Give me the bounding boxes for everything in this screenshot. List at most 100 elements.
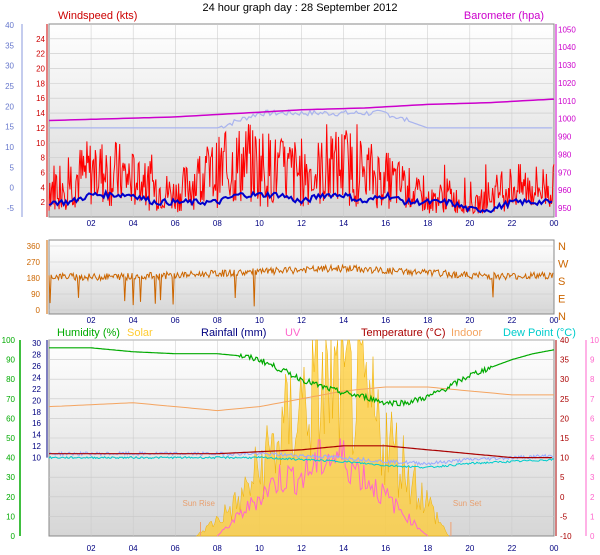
hour-tick-label: 00 (550, 219, 559, 228)
humidity-tick: 80 (6, 375, 15, 384)
direction-tick: 90 (31, 290, 40, 299)
outer-scale-tick: -5 (7, 204, 15, 213)
rainfall-tick: 16 (32, 419, 41, 428)
uv-tick: 3 (590, 473, 595, 482)
hour-tick-label: 20 (465, 219, 474, 228)
windspeed-tick: 8 (41, 154, 46, 163)
hour-tick-label: 18 (423, 316, 432, 325)
hour-tick-label: 00 (550, 544, 559, 553)
rainfall-tick: 22 (32, 385, 41, 394)
uv-tick: 10 (590, 336, 599, 345)
hour-tick-label: 04 (129, 219, 138, 228)
hour-tick-label: 04 (129, 544, 138, 553)
rainfall-tick: 14 (32, 431, 41, 440)
hour-tick-label: 10 (255, 316, 264, 325)
hour-tick-label: 16 (381, 219, 390, 228)
uv-line (216, 438, 429, 537)
barometer-tick: 970 (558, 168, 572, 177)
temperature-tick: 15 (560, 434, 569, 443)
rainfall-tick: 26 (32, 362, 41, 371)
hour-tick-label: 14 (339, 219, 348, 228)
wind-series (48, 98, 555, 215)
barometer-tick: 960 (558, 186, 572, 195)
uv-tick: 1 (590, 512, 595, 521)
temperature-tick: -10 (560, 532, 572, 541)
rainfall-tick: 10 (32, 454, 41, 463)
outer-scale-tick: 0 (10, 184, 15, 193)
windspeed-line (48, 124, 555, 215)
barometer-line (48, 98, 555, 122)
temperature-tick: 20 (560, 414, 569, 423)
hour-tick-label: 18 (423, 544, 432, 553)
hour-tick-label: 22 (507, 544, 516, 553)
temp-legend: Humidity (%) Solar Rainfall (mm) UV Temperat… (57, 327, 576, 339)
barometer-tick: 1030 (558, 61, 576, 70)
hour-tick-label: 06 (171, 316, 180, 325)
barometer-tick: 1050 (558, 25, 576, 34)
barometer-tick: 980 (558, 150, 572, 159)
direction-tick: 360 (27, 242, 41, 251)
hour-tick-label: 20 (465, 544, 474, 553)
humidity-tick: 20 (6, 493, 15, 502)
chart-title: 24 hour graph day : 28 September 2012 (202, 2, 397, 14)
temp-axis-ticks: 0102030405060708090100101214161820222426… (2, 336, 600, 541)
direction-series (48, 263, 554, 307)
apparent-temperature-line (48, 450, 555, 466)
hour-tick-label: 02 (87, 219, 96, 228)
temperature-tick: 5 (560, 473, 565, 482)
compass-label: E (558, 294, 565, 306)
humidity-tick: 40 (6, 454, 15, 463)
outer-scale-tick: 40 (5, 21, 14, 30)
windspeed-tick: 16 (36, 94, 45, 103)
outer-scale-tick: 25 (5, 82, 14, 91)
direction-tick: 180 (27, 274, 41, 283)
legend-entry: Temperature (°C) (361, 327, 445, 339)
indoor-line (48, 386, 554, 412)
uv-tick: 2 (590, 493, 595, 502)
sunset-label: Sun Set (453, 499, 482, 508)
hour-tick-label: 16 (381, 316, 390, 325)
windspeed-tick: 6 (41, 168, 46, 177)
wind-scale-line (49, 108, 552, 129)
hour-tick-label: 18 (423, 219, 432, 228)
hour-tick-label: 20 (465, 316, 474, 325)
humidity-tick: 10 (6, 512, 15, 521)
hour-tick-label: 14 (339, 316, 348, 325)
hour-tick-label: 22 (507, 316, 516, 325)
hour-tick-label: 12 (297, 219, 306, 228)
outer-scale-tick: 20 (5, 102, 14, 111)
temp-series: Sun Rise Sun Set (48, 339, 555, 537)
sunrise-label: Sun Rise (183, 499, 216, 508)
windspeed-tick: 4 (41, 183, 46, 192)
legend-entry: UV (285, 327, 301, 339)
legend-entry: Dew Point (°C) (503, 327, 576, 339)
uv-tick: 0 (590, 532, 595, 541)
legend-entry: Humidity (%) (57, 327, 120, 339)
wind-direction-line (48, 263, 554, 307)
hour-tick-label: 12 (297, 316, 306, 325)
solar-area (195, 339, 450, 537)
windspeed-tick: 12 (36, 124, 45, 133)
hour-tick-label: 16 (381, 544, 390, 553)
windspeed-tick: 24 (36, 35, 45, 44)
hour-tick-label: 06 (171, 544, 180, 553)
humidity-tick: 30 (6, 473, 15, 482)
average-wind-line (48, 188, 553, 214)
hour-tick-label: 08 (213, 219, 222, 228)
temperature-tick: 30 (560, 375, 569, 384)
rainfall-tick: 28 (32, 350, 41, 359)
hour-tick-label: 08 (213, 316, 222, 325)
legend-entry: Solar (127, 327, 153, 339)
temperature-tick: 10 (560, 454, 569, 463)
uv-tick: 5 (590, 434, 595, 443)
hour-tick-label: 14 (339, 544, 348, 553)
hour-tick-label: 00 (550, 316, 559, 325)
humidity-tick: 60 (6, 414, 15, 423)
windspeed-axis-label: Windspeed (kts) (58, 10, 137, 22)
direction-tick: 270 (27, 258, 41, 267)
x-axis-ticks: 02 04 06 08 10 12 14 16 18 20 22 00 02 04 06 08 10 12 14 16… (87, 219, 559, 553)
temperature-tick: 25 (560, 395, 569, 404)
uv-tick: 8 (590, 375, 595, 384)
